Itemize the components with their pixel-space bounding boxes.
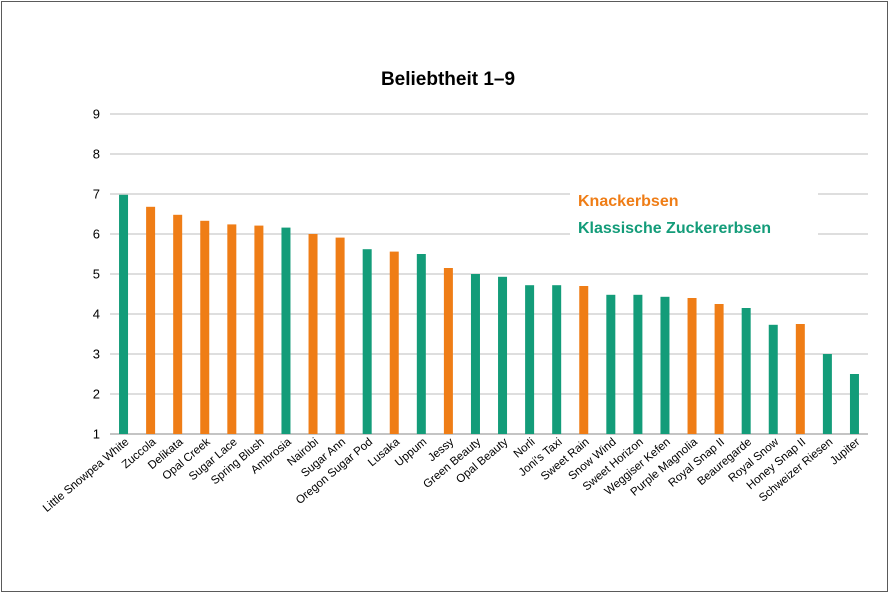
bar	[119, 194, 129, 434]
bars	[119, 194, 859, 434]
bar	[470, 274, 480, 434]
bar	[254, 225, 264, 434]
bar	[660, 296, 670, 434]
bar	[579, 286, 589, 434]
y-tick-label: 7	[93, 187, 100, 202]
bar	[146, 206, 156, 434]
chart-title: Beliebtheit 1–9	[381, 69, 515, 90]
y-axis-ticks: 1 2 3 4 5 6 7 8 9	[93, 107, 100, 442]
bar	[335, 237, 345, 434]
bar	[281, 227, 291, 434]
y-tick-label: 4	[93, 307, 100, 322]
bar	[308, 234, 318, 434]
gridlines	[110, 113, 868, 435]
bar	[822, 354, 832, 434]
x-tick-label: Jupiter	[828, 436, 862, 467]
legend-entry: Klassische Zuckererbsen	[578, 220, 771, 237]
bar	[714, 304, 724, 434]
legend-entry: Knackerbsen	[578, 193, 679, 210]
bar	[606, 294, 616, 434]
bar	[525, 285, 535, 434]
y-tick-label: 6	[93, 227, 100, 242]
bar	[768, 324, 778, 434]
bar	[687, 298, 697, 434]
bar	[741, 308, 751, 434]
bar	[362, 249, 372, 434]
y-tick-label: 1	[93, 427, 100, 442]
legend: Knackerbsen Klassische Zuckererbsen	[570, 183, 818, 243]
y-tick-label: 8	[93, 147, 100, 162]
y-tick-label: 3	[93, 347, 100, 362]
bar	[498, 276, 508, 434]
bar	[173, 214, 183, 434]
y-tick-label: 2	[93, 387, 100, 402]
bar	[227, 224, 237, 434]
bar	[849, 374, 859, 434]
bar	[416, 254, 426, 434]
bar	[200, 220, 210, 434]
bar	[443, 268, 453, 434]
bar	[552, 285, 562, 434]
x-axis-ticks: Little Snowpea WhiteZuccolaDelikataOpal …	[41, 436, 863, 515]
bar	[795, 324, 805, 434]
bar	[633, 294, 643, 434]
x-tick-label: Little Snowpea White	[41, 436, 131, 515]
legend-box	[570, 183, 818, 243]
bar	[389, 251, 399, 434]
y-tick-label: 9	[93, 107, 100, 122]
y-tick-label: 5	[93, 267, 100, 282]
